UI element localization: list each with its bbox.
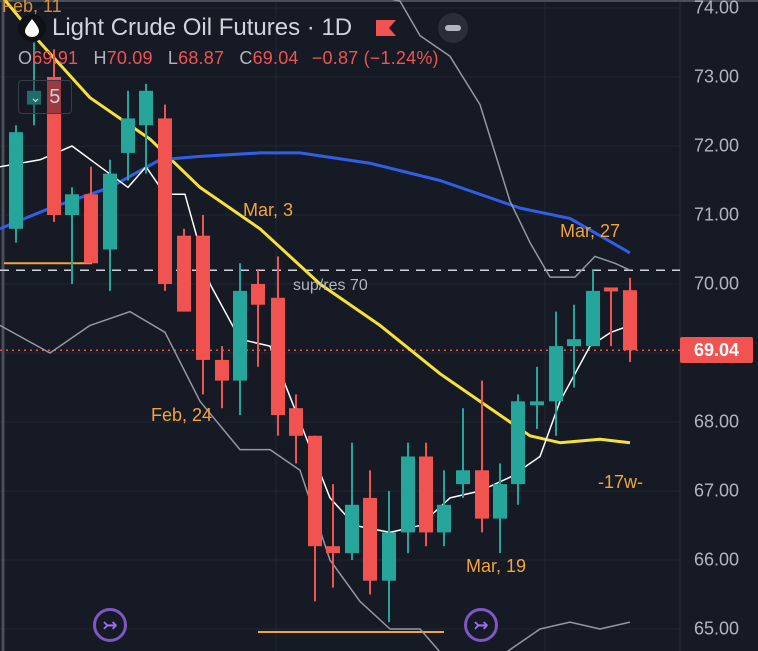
ohlc-values: O69.91 H70.09 L68.87 C69.04 −0.87 (−1.24… — [18, 48, 468, 69]
close-value: 69.04 — [252, 48, 299, 68]
open-value: 69.91 — [32, 48, 79, 68]
price-axis-label: 68.00 — [694, 411, 740, 432]
annotation-mar27[interactable]: Mar, 27 — [560, 221, 621, 241]
annotation-feb24[interactable]: Feb, 24 — [151, 405, 213, 425]
oil-drop-icon — [18, 14, 46, 42]
price-axis-label: 67.00 — [694, 480, 740, 501]
high-label: H — [93, 48, 107, 68]
indicator-count: 5 — [49, 85, 61, 108]
symbol-title[interactable]: Light Crude Oil Futures · 1D — [52, 14, 353, 41]
close-label: C — [239, 48, 253, 68]
price-axis-label: 73.00 — [694, 66, 740, 87]
indicators-toggle-button[interactable]: ⌄ 5 — [18, 80, 72, 114]
change-percent: (−1.24%) — [363, 48, 439, 68]
flag-icon[interactable] — [376, 20, 397, 36]
chart-legend: Light Crude Oil Futures · 1D O69.91 H70.… — [18, 12, 469, 69]
current-price-tag: 69.04 — [680, 337, 753, 363]
annotation-weeks[interactable]: -17w- — [598, 472, 644, 492]
compare-arrow-icon[interactable]: ↣ — [464, 608, 498, 642]
price-axis-label: 66.00 — [694, 549, 740, 570]
price-axis-label: 71.00 — [694, 204, 740, 225]
open-label: O — [18, 48, 33, 68]
collapse-legend-button[interactable] — [438, 13, 469, 43]
minus-icon — [445, 25, 462, 31]
high-value: 70.09 — [106, 48, 153, 68]
price-axis-label: 65.00 — [694, 618, 740, 639]
price-axis-label: 72.00 — [694, 135, 740, 156]
price-axis-label: 74.00 — [694, 0, 740, 18]
price-axis-label: 70.00 — [694, 273, 740, 294]
annotation-mar3[interactable]: Mar, 3 — [243, 200, 294, 220]
annotation-mar19[interactable]: Mar, 19 — [466, 556, 527, 576]
change-value: −0.87 — [311, 48, 359, 68]
low-value: 68.87 — [178, 48, 225, 68]
annotation-feb11[interactable]: Feb, 11 — [2, 0, 62, 16]
chevron-down-icon: ⌄ — [29, 88, 42, 105]
sup-res-label[interactable]: sup/res 70 — [293, 277, 368, 294]
compare-arrow-icon[interactable]: ↣ — [93, 608, 127, 642]
low-label: L — [167, 48, 179, 68]
